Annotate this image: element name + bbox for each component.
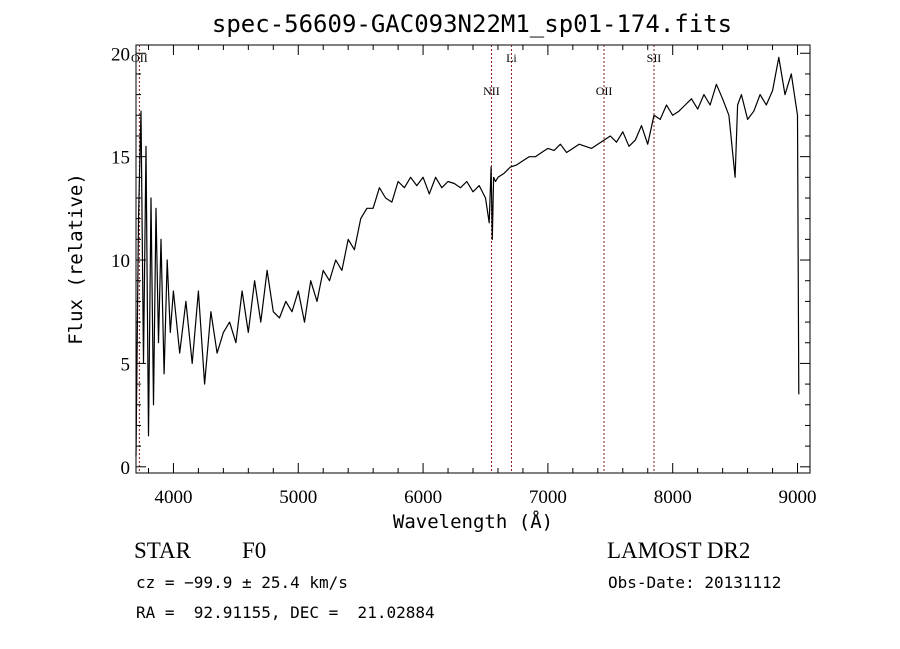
y-tick-label: 10 [111, 251, 130, 272]
emission-line-label: Li [506, 51, 517, 65]
y-tick-label: 15 [111, 148, 130, 169]
x-tick-label: 8000 [654, 487, 692, 508]
emission-line-label: OII [596, 84, 613, 98]
spectral-type: F0 [242, 538, 267, 563]
emission-line-label: OII [131, 51, 148, 65]
emission-line-markers: OII NII Li OII SII [131, 45, 661, 473]
x-tick-label: 7000 [529, 487, 567, 508]
plot-frame [135, 44, 811, 474]
y-axis-label: Flux (relative) [65, 173, 87, 345]
coords-text: RA = 92.91155, DEC = 21.02884 [136, 603, 435, 622]
x-axis-label: Wavelength (Å) [393, 510, 553, 533]
y-tick-label: 0 [121, 458, 131, 479]
x-tick-label: 9000 [779, 487, 817, 508]
spectrum-series [135, 56, 800, 457]
obs-date-text: Obs-Date: 20131112 [608, 573, 782, 592]
survey-label: LAMOST DR2 [607, 538, 751, 563]
x-tick-label: 5000 [279, 487, 317, 508]
chart-title: spec-56609-GAC093N22M1_sp01-174.fits [212, 10, 732, 38]
emission-line-label: NII [483, 84, 500, 98]
x-tick-label: 6000 [404, 487, 442, 508]
y-tick-label: 20 [111, 44, 130, 65]
x-tick-label: 4000 [154, 487, 192, 508]
object-class: STAR [134, 538, 191, 563]
spectrum-line [135, 56, 800, 457]
redshift-text: cz = −99.9 ± 25.4 km/s [136, 573, 348, 592]
y-tick-label: 5 [121, 354, 131, 375]
emission-line-label: SII [647, 51, 662, 65]
axis-ticks: 4000 5000 6000 7000 8000 9000 0 5 10 15 20 [111, 44, 817, 508]
